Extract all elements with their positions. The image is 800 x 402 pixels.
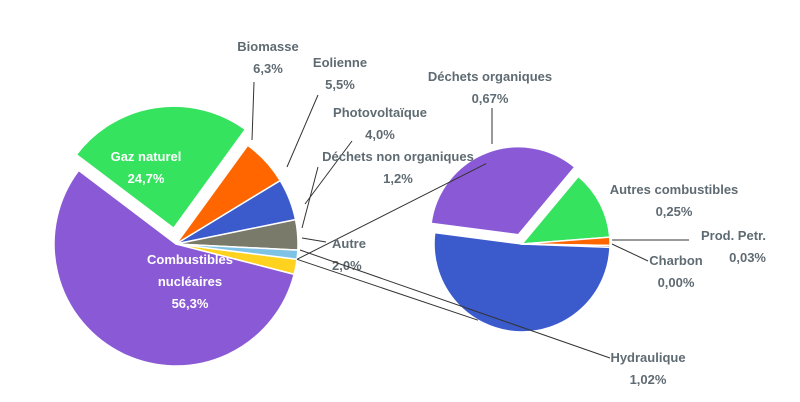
label-autre: Autre 2,0% [332, 236, 366, 273]
label-gaz-naturel: Gaz naturel 24,7% [111, 149, 182, 186]
slice-dechets-organiques [430, 145, 576, 236]
leader-photovoltaique [304, 140, 353, 205]
secondary-pie [430, 145, 611, 333]
slice-hydraulique [433, 231, 611, 333]
label-combustibles-nucleaires: Combustibles nucléaires 56,3% [147, 252, 233, 311]
leader-autre [301, 237, 327, 243]
label-prod-petr: Prod. Petr. 0,03% [701, 228, 766, 265]
main-pie [53, 105, 299, 367]
leader-biomasse [251, 81, 255, 141]
label-charbon: Charbon 0,00% [649, 253, 703, 290]
label-dechets-non-organiques: Déchets non organiques 1,2% [322, 149, 474, 186]
slice-charbon [521, 243, 611, 249]
label-photovoltaique: Photovoltaïque 4,0% [333, 105, 427, 142]
slice-gaz-naturel [75, 105, 247, 230]
connector-line-top [296, 163, 487, 260]
connector-line-bottom [296, 258, 479, 321]
leader-eolienne [286, 94, 319, 168]
slice-autres-combustibles [520, 175, 611, 245]
leader-dechets-non-organiques [301, 166, 319, 229]
label-biomasse: Biomasse 6,3% [237, 39, 298, 76]
label-eolienne: Eolienne 5,5% [313, 55, 367, 92]
leader-hydraulique [299, 249, 611, 359]
label-hydraulique: Hydraulique 1,02% [610, 350, 685, 387]
label-autres-combustibles: Autres combustibles 0,25% [610, 182, 739, 219]
slice-combustibles-nucleaires [53, 169, 296, 367]
label-dechets-organiques: Déchets organiques 0,67% [428, 69, 552, 106]
leader-charbon [611, 243, 649, 262]
